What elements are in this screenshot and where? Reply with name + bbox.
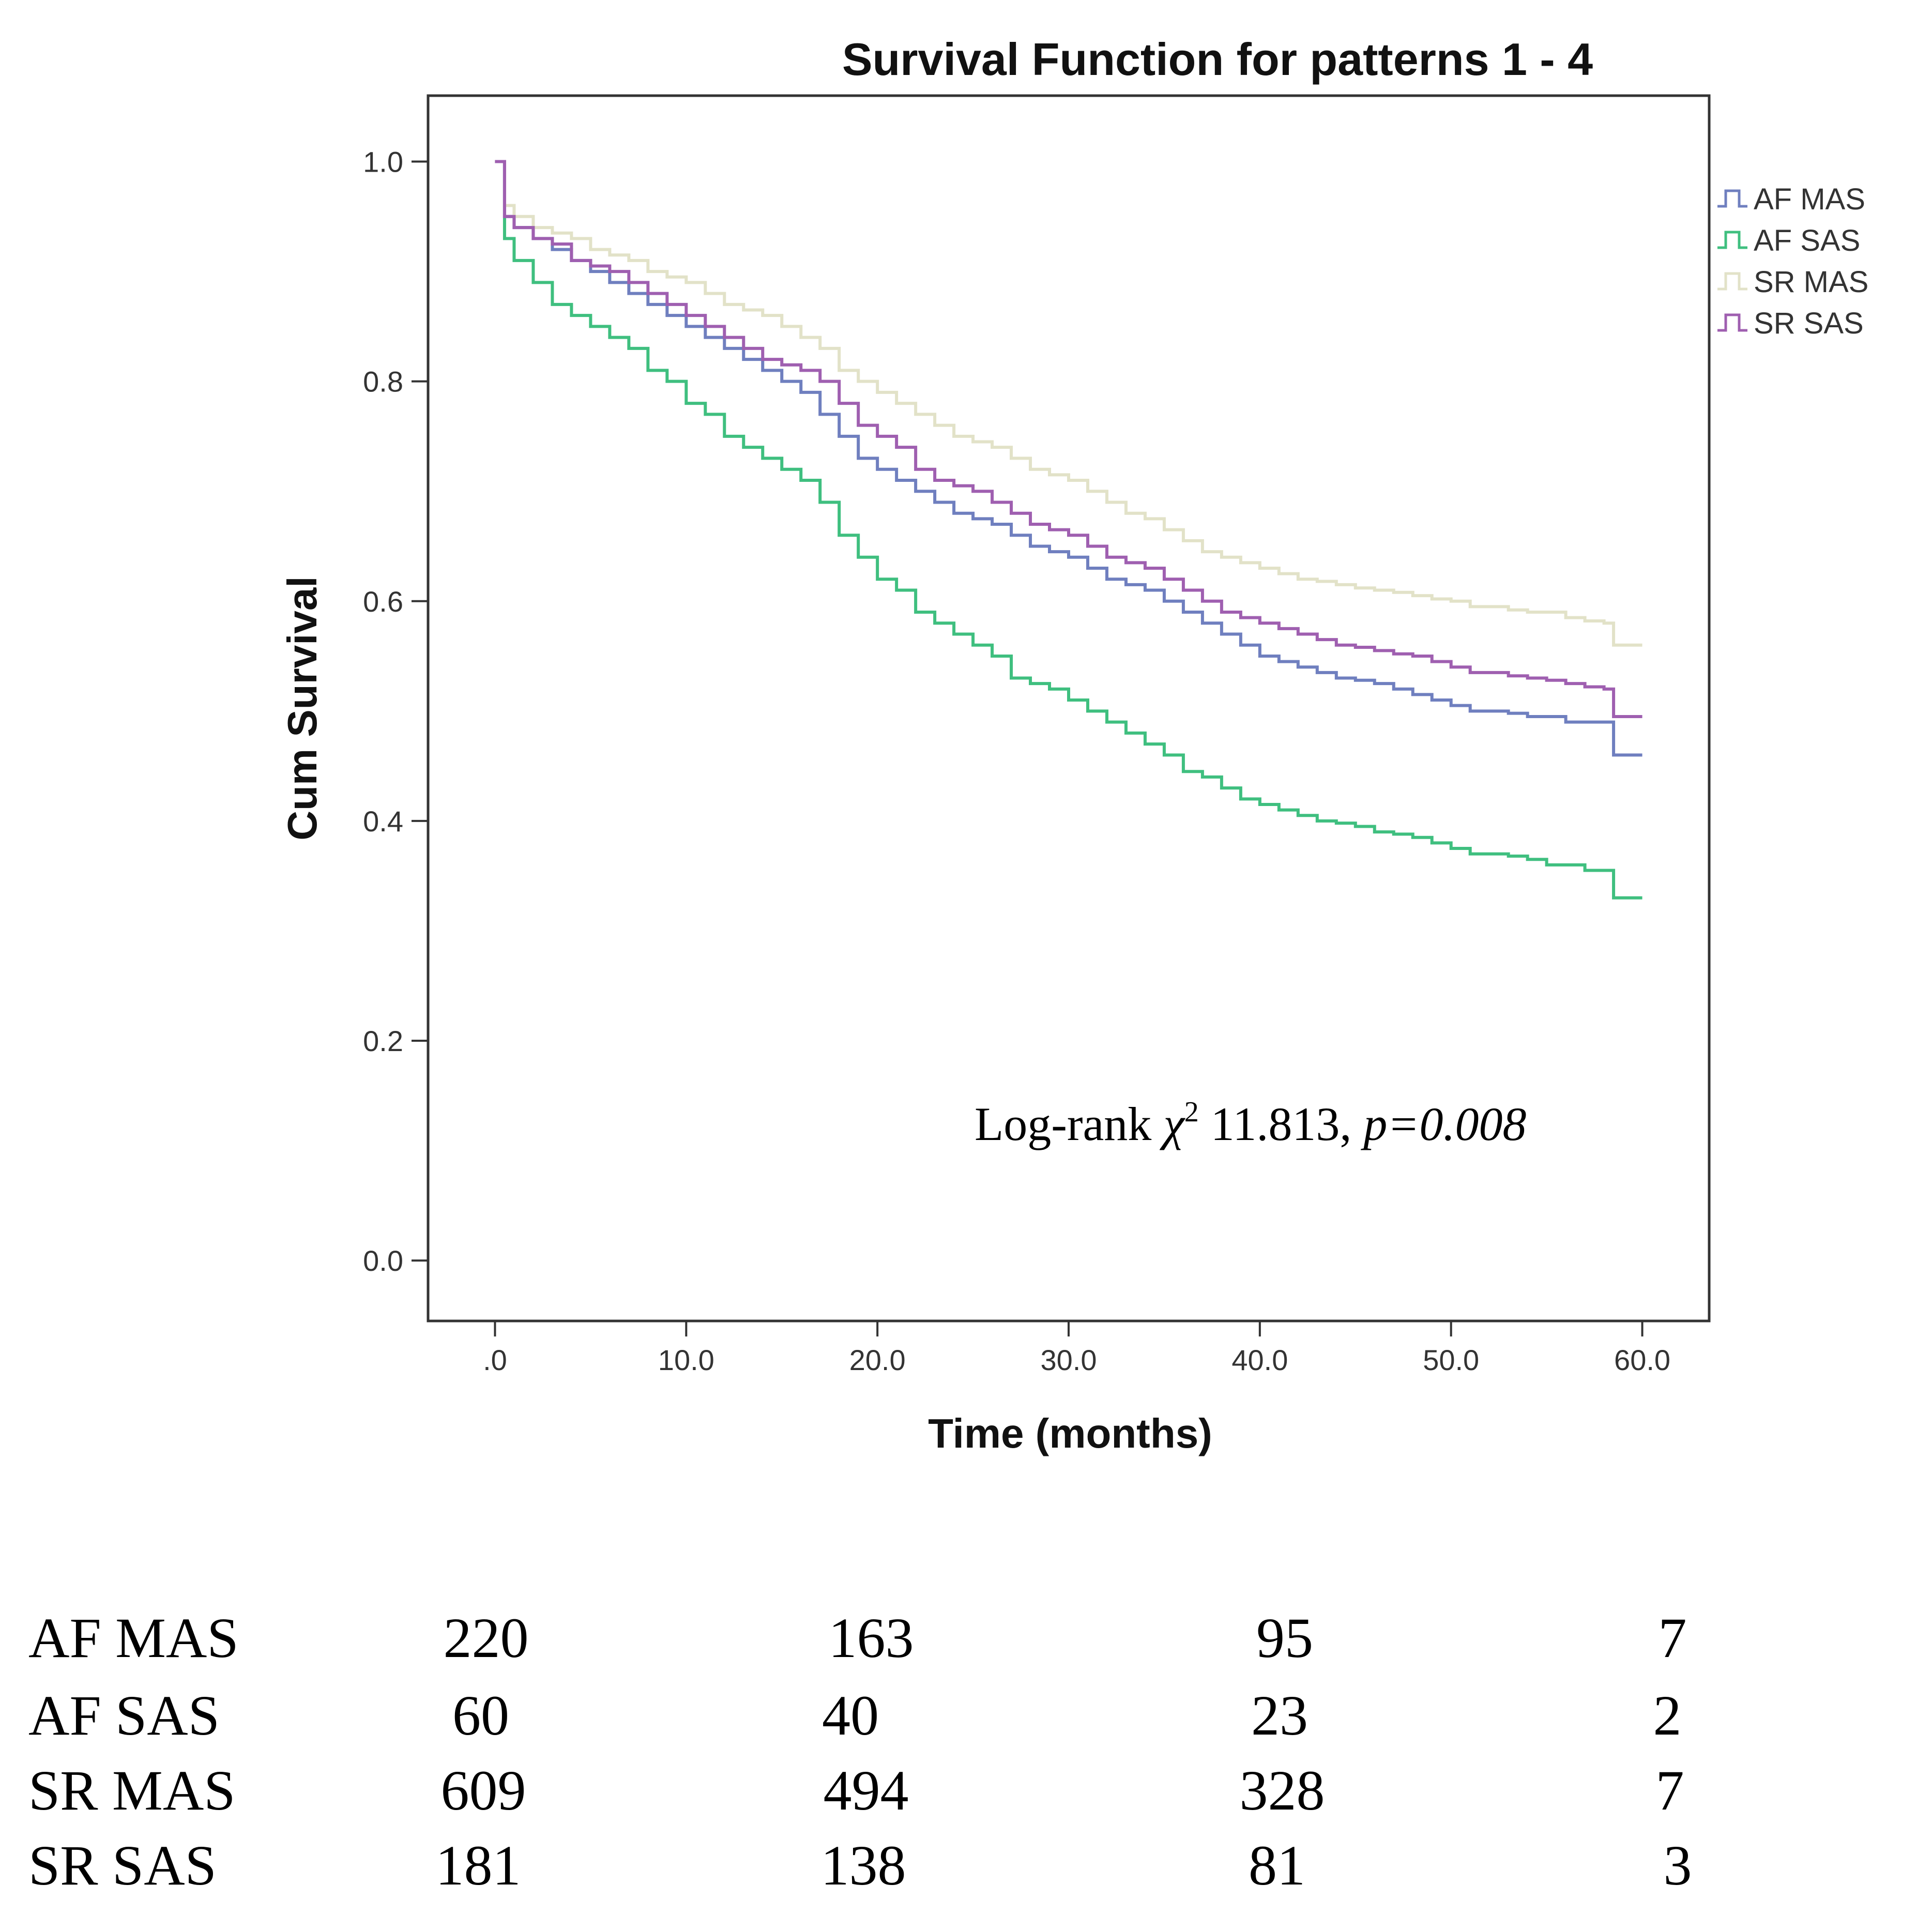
risk-row-label: SR SAS (28, 1834, 217, 1897)
x-tick-label: 40.0 (1231, 1344, 1288, 1376)
risk-value: 95 (1256, 1606, 1313, 1669)
x-tick-label: 30.0 (1041, 1344, 1097, 1376)
risk-row-label: AF SAS (28, 1684, 220, 1747)
risk-value: 40 (822, 1684, 879, 1747)
y-axis-ticks: 0.0 0.2 0.4 0.6 0.8 1.0 (363, 146, 428, 1277)
risk-value: 181 (436, 1834, 521, 1897)
annot-p-value: =0.008 (1387, 1098, 1526, 1150)
risk-value: 2 (1653, 1684, 1682, 1747)
x-axis-ticks: .0 10.0 20.0 30.0 40.0 50.0 60.0 (483, 1321, 1670, 1376)
legend-label: SR SAS (1754, 307, 1864, 340)
x-tick-label: 50.0 (1423, 1344, 1479, 1376)
y-tick-label: 0.6 (363, 585, 403, 618)
x-tick-label: .0 (483, 1344, 507, 1376)
legend-label: SR MAS (1754, 265, 1868, 299)
series-line-sr-sas (495, 160, 1642, 718)
risk-value: 220 (444, 1606, 529, 1669)
x-tick-label: 60.0 (1614, 1344, 1670, 1376)
annot-p-label: p (1360, 1098, 1387, 1150)
risk-value: 163 (829, 1606, 914, 1669)
risk-row-label: SR MAS (28, 1759, 235, 1822)
y-tick-label: 0.8 (363, 366, 403, 398)
legend-label: AF MAS (1754, 183, 1865, 216)
legend-swatch (1717, 231, 1747, 249)
risk-row-label: AF MAS (28, 1606, 239, 1669)
legend-swatch (1717, 313, 1747, 332)
series-group (495, 160, 1642, 900)
x-tick-label: 10.0 (658, 1344, 714, 1376)
y-tick-label: 1.0 (363, 146, 403, 178)
series-line-af-mas (495, 160, 1642, 757)
legend: AF MAS AF SAS SR MAS SR SAS (1717, 183, 1868, 340)
y-axis-label: Cum Survival (279, 576, 325, 840)
risk-table: AF MAS 220 163 95 7 AF SAS 60 40 23 2 SR… (28, 1606, 1692, 1897)
series-line-sr-mas (495, 160, 1642, 647)
y-tick-label: 0.0 (363, 1244, 403, 1277)
risk-value: 494 (824, 1759, 909, 1822)
legend-swatch (1717, 272, 1747, 291)
risk-value: 23 (1251, 1684, 1308, 1747)
risk-value: 7 (1659, 1606, 1687, 1669)
annot-sup: 2 (1184, 1096, 1199, 1128)
log-rank-annotation: Log-rank χ2 11.813, p=0.008 (975, 1096, 1526, 1150)
risk-value: 138 (821, 1834, 906, 1897)
legend-swatch (1717, 189, 1747, 208)
legend-label: AF SAS (1754, 224, 1860, 257)
x-axis-label: Time (months) (928, 1410, 1212, 1456)
annot-chi: χ (1159, 1098, 1185, 1150)
risk-value: 60 (452, 1684, 509, 1747)
chart-title: Survival Function for patterns 1 - 4 (842, 34, 1593, 85)
y-tick-label: 0.4 (363, 805, 403, 838)
risk-value: 609 (441, 1759, 526, 1822)
risk-value: 7 (1656, 1759, 1684, 1822)
annot-stat: 11.813, (1199, 1098, 1364, 1150)
risk-value: 328 (1240, 1759, 1325, 1822)
risk-value: 3 (1664, 1834, 1692, 1897)
x-tick-label: 20.0 (849, 1344, 906, 1376)
risk-value: 81 (1249, 1834, 1305, 1897)
annot-prefix: Log-rank (975, 1098, 1163, 1150)
series-line-af-sas (495, 160, 1642, 900)
y-tick-label: 0.2 (363, 1025, 403, 1057)
